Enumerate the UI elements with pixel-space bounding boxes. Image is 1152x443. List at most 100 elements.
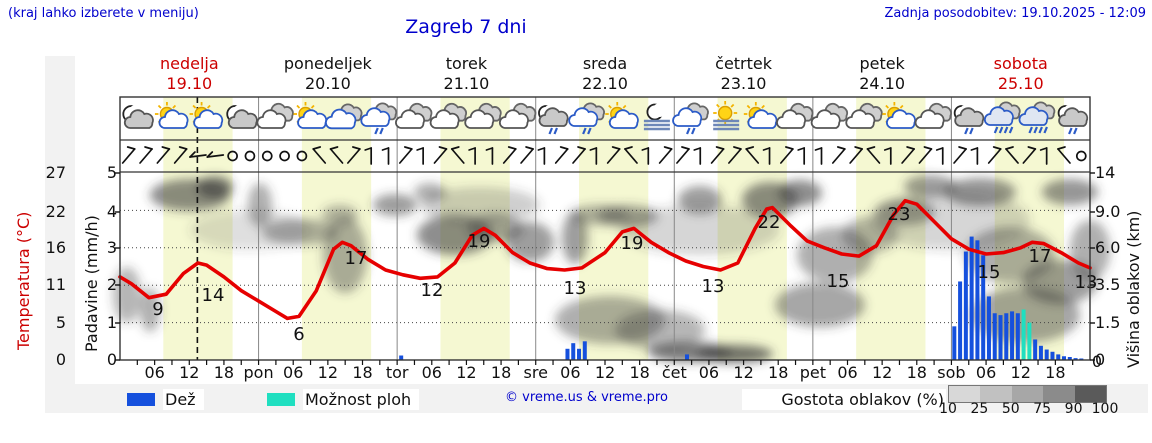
day-header-petek: petek 24.10	[812, 54, 952, 94]
gradient-step	[980, 386, 1012, 402]
wind-barb-sw	[1022, 146, 1037, 164]
x-label-hour: 12	[317, 363, 339, 382]
temp-tick: 5	[55, 313, 66, 332]
x-label-hour: 06	[283, 363, 304, 382]
day-date: 19.10	[166, 74, 213, 93]
weather-icon-sun-cloud	[189, 102, 224, 129]
gradient-tick: 90	[1064, 401, 1083, 417]
wind-barb-sw	[658, 146, 673, 164]
wind-barb-n	[485, 147, 494, 165]
wind-barb-n	[468, 147, 476, 165]
x-label-day: pet	[799, 363, 826, 382]
wind-barb-n	[693, 147, 702, 165]
day-name: petek	[859, 54, 905, 73]
weather-icon-cloud-drizzle	[568, 102, 605, 135]
wind-barb-calm	[227, 150, 238, 162]
wind-barb-nw	[1005, 146, 1019, 164]
x-label-hour: 12	[871, 363, 893, 382]
wind-barb-sw	[831, 146, 846, 164]
day-date: 23.10	[720, 74, 767, 93]
wind-barb-sw	[606, 146, 621, 164]
x-label-day: sob	[937, 363, 966, 382]
day-header-torek: torek 21.10	[396, 54, 536, 94]
wind-barb-sw	[987, 146, 1002, 164]
precip-tick: 0	[106, 350, 117, 369]
day-date: 21.10	[443, 74, 490, 93]
svg-text:17: 17	[1029, 246, 1052, 267]
wind-barb-sw	[780, 146, 794, 164]
day-name: četrtek	[715, 54, 773, 73]
temp-tick: 16	[45, 238, 66, 257]
precip-tick: 1	[106, 313, 117, 332]
day-name: sobota	[993, 54, 1048, 73]
wind-barb-n	[537, 147, 546, 165]
weather-icon-sun-cloud	[605, 102, 639, 129]
cloud-tick: 14	[1095, 163, 1116, 182]
svg-text:6: 6	[293, 324, 304, 345]
cloud-axis-zero: 0	[1091, 352, 1103, 371]
rain-legend-label: Dež	[163, 389, 204, 410]
wind-barb-sw	[398, 146, 413, 164]
svg-text:23: 23	[888, 204, 911, 225]
cloud-tick: 9.0	[1095, 202, 1121, 221]
day-date: 22.10	[582, 74, 628, 93]
x-label-hour: 18	[490, 363, 512, 382]
gradient-tick: 50	[1001, 401, 1020, 417]
menu-hint: (kraj lahko izberete v meniju)	[8, 6, 199, 21]
x-label-hour: 12	[1010, 363, 1031, 382]
wind-barb-sw	[676, 146, 690, 164]
x-label-hour: 12	[179, 363, 200, 382]
day-name: torek	[445, 54, 488, 73]
wind-barb-row	[121, 146, 1087, 165]
weather-icon-moon-drizzle	[538, 104, 569, 135]
wind-barb-nw	[450, 146, 465, 164]
svg-text:22: 22	[758, 212, 781, 233]
svg-text:12: 12	[421, 280, 444, 301]
x-label-hour: 18	[629, 363, 650, 382]
wind-barb-sw	[849, 146, 863, 164]
x-label-day: pon	[243, 363, 274, 382]
wind-barb-n	[641, 147, 650, 165]
gradient-tick: 100	[1091, 401, 1119, 417]
wind-barb-n	[1039, 147, 1048, 165]
svg-text:9: 9	[152, 299, 163, 320]
wind-barb-sw	[710, 146, 725, 164]
x-label-hour: 06	[837, 363, 858, 382]
cloud-height-axis-label: Višina oblakov (km)	[1124, 210, 1143, 368]
wind-barb-sw	[173, 146, 188, 164]
temperature-curve	[118, 198, 1092, 321]
wind-barb-n	[762, 147, 771, 165]
temp-tick: 27	[45, 163, 66, 182]
rain-legend-swatch	[127, 393, 155, 406]
weather-icon-clouds	[464, 102, 502, 129]
wind-barb-calm	[244, 150, 256, 162]
wind-barb-n	[589, 147, 598, 165]
day-name: nedelja	[159, 54, 219, 73]
wind-barb-sw	[572, 146, 586, 164]
weather-icon-moon-drizzle	[1057, 104, 1089, 135]
cloud-tick: 6.0	[1095, 238, 1121, 257]
wind-barb-n	[883, 147, 892, 165]
wind-barb-nw	[624, 146, 638, 164]
wind-barb-n	[797, 147, 806, 165]
gradient-step	[1011, 386, 1044, 402]
precip-tick: 5	[106, 163, 117, 182]
wind-barb-calm	[1075, 150, 1087, 162]
temp-tick: 11	[45, 275, 66, 294]
day-date: 20.10	[304, 74, 351, 93]
wind-barb-sw	[728, 146, 742, 164]
x-label-hour: 18	[352, 363, 373, 382]
credit-link[interactable]: © vreme.us & vreme.pro	[505, 390, 668, 405]
x-label-hour: 06	[144, 363, 165, 382]
precip-tick: 4	[106, 202, 117, 221]
weather-icon-moon-cloud	[122, 104, 154, 129]
wind-barb-n	[416, 147, 424, 165]
weather-icon-cloud-rain	[983, 101, 1021, 134]
x-label-day: tor	[385, 363, 409, 382]
day-name: sreda	[582, 54, 628, 73]
weather-icon-sun-cloud	[154, 102, 189, 129]
x-label-hour: 12	[733, 363, 754, 382]
gradient-step	[1074, 386, 1107, 402]
